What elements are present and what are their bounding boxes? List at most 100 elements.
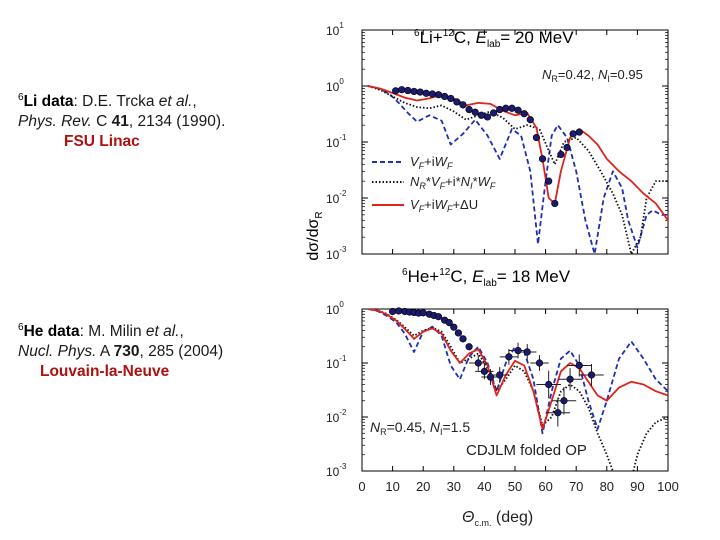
- reference-he-institution: Louvain-la-Neuve: [40, 363, 170, 381]
- bottom-data-point: [419, 309, 427, 317]
- legend: VF+iWF NR*VF+i*NI*WF VF+iWF+ΔU: [372, 154, 496, 214]
- y-axis-label: dσ/dσR: [305, 211, 325, 260]
- top-ytick-label-0: 101: [326, 21, 344, 38]
- top-data-point: [398, 86, 406, 94]
- top-data-point: [545, 177, 553, 185]
- bottom-data-point: [465, 343, 473, 351]
- top-data-point: [465, 105, 473, 114]
- top-data-point: [563, 143, 571, 152]
- top-panel-frame: [361, 29, 669, 255]
- top-data-point: [404, 86, 412, 95]
- reference-li-institution: FSU Linac: [64, 133, 140, 151]
- top-series-1: [367, 85, 668, 254]
- xtick-label-100: 100: [657, 479, 679, 494]
- bottom-data-point: [587, 371, 596, 379]
- top-data-point: [434, 91, 443, 99]
- reference-he: 6He data: M. Milin et al., Nucl. Phys. A…: [18, 322, 224, 381]
- bottom-data-point: [545, 380, 553, 389]
- top-data-point: [489, 109, 498, 117]
- xtick-label-40: 40: [477, 479, 491, 494]
- top-data-point: [483, 113, 492, 121]
- xtick-label-30: 30: [447, 479, 461, 494]
- top-series-2: [367, 85, 668, 221]
- bottom-panel-normalization: NR=0.45, NI=1.5: [370, 419, 470, 437]
- top-data-point: [514, 106, 522, 114]
- top-panel-title: 6Li+12C, Elab= 20 MeV: [414, 28, 574, 50]
- bottom-data-point: [389, 307, 397, 316]
- bottom-data-point: [523, 348, 531, 356]
- top-data-point: [569, 130, 577, 138]
- bottom-data-point: [575, 361, 583, 370]
- bottom-series-2: [367, 309, 668, 430]
- bottom-data-point: [560, 397, 568, 405]
- legend-label-vf: VF+iWF: [410, 154, 453, 171]
- top-data-point: [520, 110, 528, 118]
- top-data-point: [496, 105, 504, 114]
- xtick-label-0: 0: [358, 479, 365, 494]
- top-data-point: [502, 104, 510, 112]
- top-data-point: [532, 133, 541, 142]
- reference-he-journal: Nucl. Phys.: [18, 343, 97, 361]
- bottom-data-point: [454, 329, 462, 337]
- top-panel-normalization: NR=0.42, NI=0.95: [542, 67, 643, 84]
- top-data-point: [459, 101, 467, 109]
- bottom-data-point: [395, 307, 403, 315]
- bottom-data-point: [566, 375, 574, 383]
- reference-he-label: 6He data: [18, 322, 80, 341]
- bottom-data-point: [474, 359, 482, 367]
- top-data-point: [557, 150, 565, 159]
- top-data-point: [416, 88, 424, 96]
- reference-li-label: 6Li data: [18, 92, 74, 111]
- bottom-ytick-label-2: 10-2: [326, 408, 347, 425]
- xtick-label-70: 70: [569, 479, 583, 494]
- bottom-series-1: [367, 309, 668, 471]
- bottom-series-0: [367, 309, 668, 435]
- bottom-ytick-label-3: 10-3: [326, 462, 347, 479]
- bottom-data-point: [450, 323, 458, 331]
- bottom-ytick-label-1: 10-1: [326, 354, 347, 371]
- bottom-panel-title: 6He+12C, Elab= 18 MeV: [402, 267, 571, 289]
- bottom-data-point: [445, 318, 453, 327]
- xtick-label-50: 50: [508, 479, 522, 494]
- top-data-point: [428, 90, 436, 98]
- xtick-label-20: 20: [416, 479, 430, 494]
- top-data-point: [441, 92, 449, 101]
- bottom-panel-model-label: CDJLM folded OP: [466, 442, 587, 459]
- top-data-point: [551, 199, 559, 208]
- bottom-ytick-label-0: 100: [326, 300, 344, 317]
- legend-label-norm: NR*VF+i*NI*WF: [410, 174, 496, 191]
- top-data-point: [526, 116, 534, 124]
- reference-li-journal: Phys. Rev.: [18, 113, 92, 131]
- top-series-0: [367, 85, 668, 254]
- bottom-data-point: [459, 335, 467, 343]
- bottom-data-point: [514, 346, 522, 355]
- bottom-data-point: [535, 359, 544, 367]
- bottom-data-point: [480, 367, 489, 375]
- top-data-point: [392, 87, 400, 95]
- bottom-data-point: [434, 313, 443, 321]
- top-ytick-label-3: 10-2: [326, 189, 347, 206]
- top-data-point: [508, 104, 516, 112]
- xtick-label-10: 10: [385, 479, 399, 494]
- top-ytick-label-4: 10-3: [326, 245, 347, 262]
- reference-li: 6Li data: D.E. Trcka et al., Phys. Rev. …: [18, 92, 226, 151]
- top-data-point: [453, 98, 461, 106]
- top-data-point: [575, 128, 583, 136]
- top-ytick-label-2: 10-1: [326, 133, 347, 150]
- bottom-data-point: [554, 409, 562, 417]
- top-ytick-label-1: 100: [326, 77, 344, 94]
- bottom-data-point: [505, 353, 513, 361]
- legend-label-du: VF+iWF+ΔU: [410, 197, 478, 214]
- bottom-data-point: [496, 371, 504, 379]
- top-data-point: [538, 155, 547, 163]
- top-data-point: [477, 111, 485, 119]
- xtick-label-90: 90: [630, 479, 644, 494]
- x-axis-label: Θc.m. (deg): [462, 509, 533, 528]
- top-data-point: [447, 94, 455, 103]
- xtick-label-60: 60: [538, 479, 552, 494]
- top-data-point: [410, 87, 418, 96]
- top-data-point: [422, 89, 430, 97]
- xtick-label-80: 80: [600, 479, 614, 494]
- top-data-point: [471, 108, 479, 116]
